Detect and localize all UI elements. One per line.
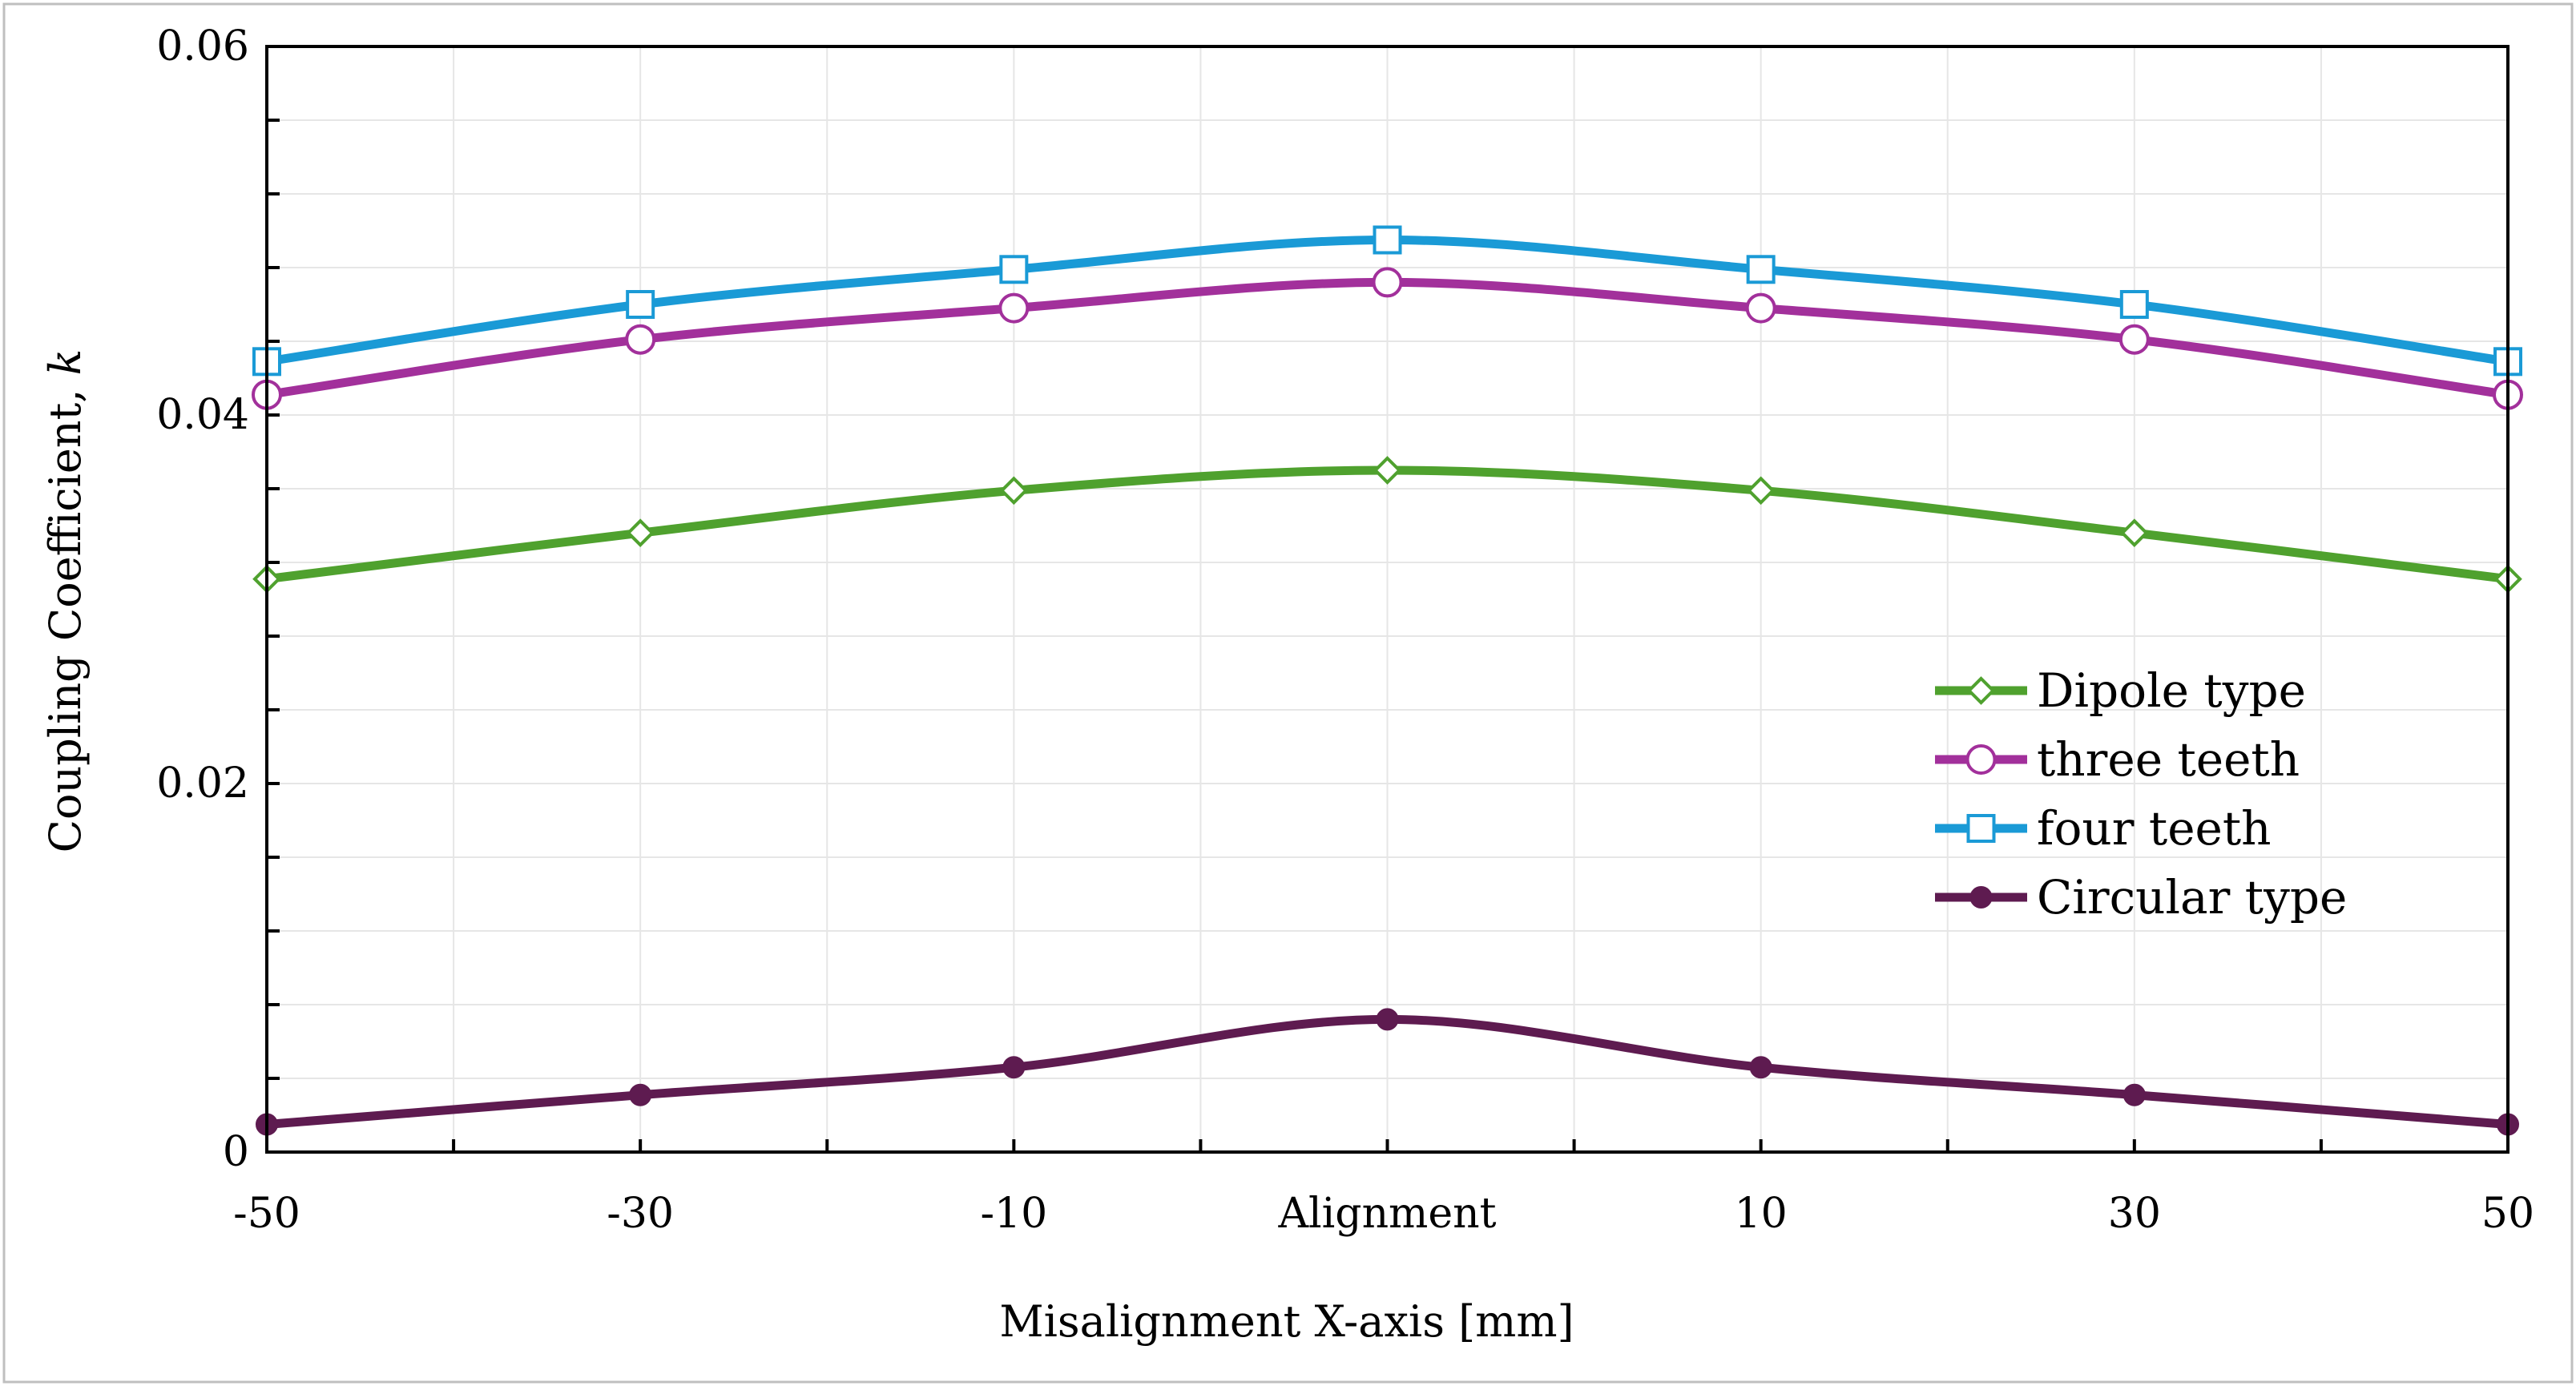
y-axis-title-symbol: k [40,349,91,376]
data-point [1746,476,1776,506]
data-point [1746,255,1776,284]
x-axis-title: Misalignment X-axis [mm] [999,1296,1574,1347]
legend-marker [1969,886,1993,909]
data-point [1002,1056,1026,1079]
data-point [1745,292,1776,324]
y-tick-label: 0.06 [156,22,249,71]
x-tick-label: Alignment [1277,1190,1496,1238]
data-point [999,476,1029,506]
data-point [2122,1083,2146,1106]
legend-label: Circular type [2037,870,2347,925]
legend-marker [1966,814,1996,843]
data-point [629,1083,652,1106]
data-point [2120,518,2149,548]
y-tick-label: 0.04 [156,391,249,439]
legend-entry: Circular type [1935,870,2347,925]
data-point [1376,1008,1399,1031]
x-tick-label: -10 [980,1190,1047,1238]
y-axis-title: Coupling Coefficient, k [40,349,91,853]
legend-entry: three teeth [1935,732,2300,787]
data-point [1749,1056,1772,1079]
legend-label: four teeth [2037,801,2272,856]
series-layer [252,225,2523,1136]
tick-labels: 0 0.02 0.04 0.06 -50 -30 -10 Alignment 10 30 50 [156,22,2534,1238]
data-point [1373,225,1402,255]
x-tick-label: -50 [233,1190,300,1238]
legend-entry: four teeth [1935,801,2272,856]
legend-marker [1966,676,1996,705]
legend-label: three teeth [2037,732,2300,787]
data-point [626,290,655,319]
x-tick-label: 50 [2481,1190,2534,1238]
data-point [626,518,655,548]
data-point [999,255,1029,284]
legend-label: Dipole type [2037,663,2306,718]
axes [265,45,2509,1154]
y-tick-label: 0 [223,1128,249,1176]
x-tick-label: -30 [607,1190,674,1238]
legend: Dipole type three teeth four teeth Circular… [1935,663,2347,925]
data-point [998,292,1030,324]
data-point [1372,267,1403,298]
data-point [2118,324,2150,355]
x-tick-label: 10 [1735,1190,1788,1238]
data-point [1373,456,1402,485]
series-2 [252,225,2522,377]
data-point [625,324,656,355]
legend-marker [1965,744,1997,775]
y-axis-title-text: Coupling Coefficient, [40,389,91,853]
x-tick-label: 30 [2108,1190,2161,1238]
legend-entry: Dipole type [1935,663,2306,718]
data-point [2119,290,2149,319]
y-tick-label: 0.02 [156,759,249,808]
